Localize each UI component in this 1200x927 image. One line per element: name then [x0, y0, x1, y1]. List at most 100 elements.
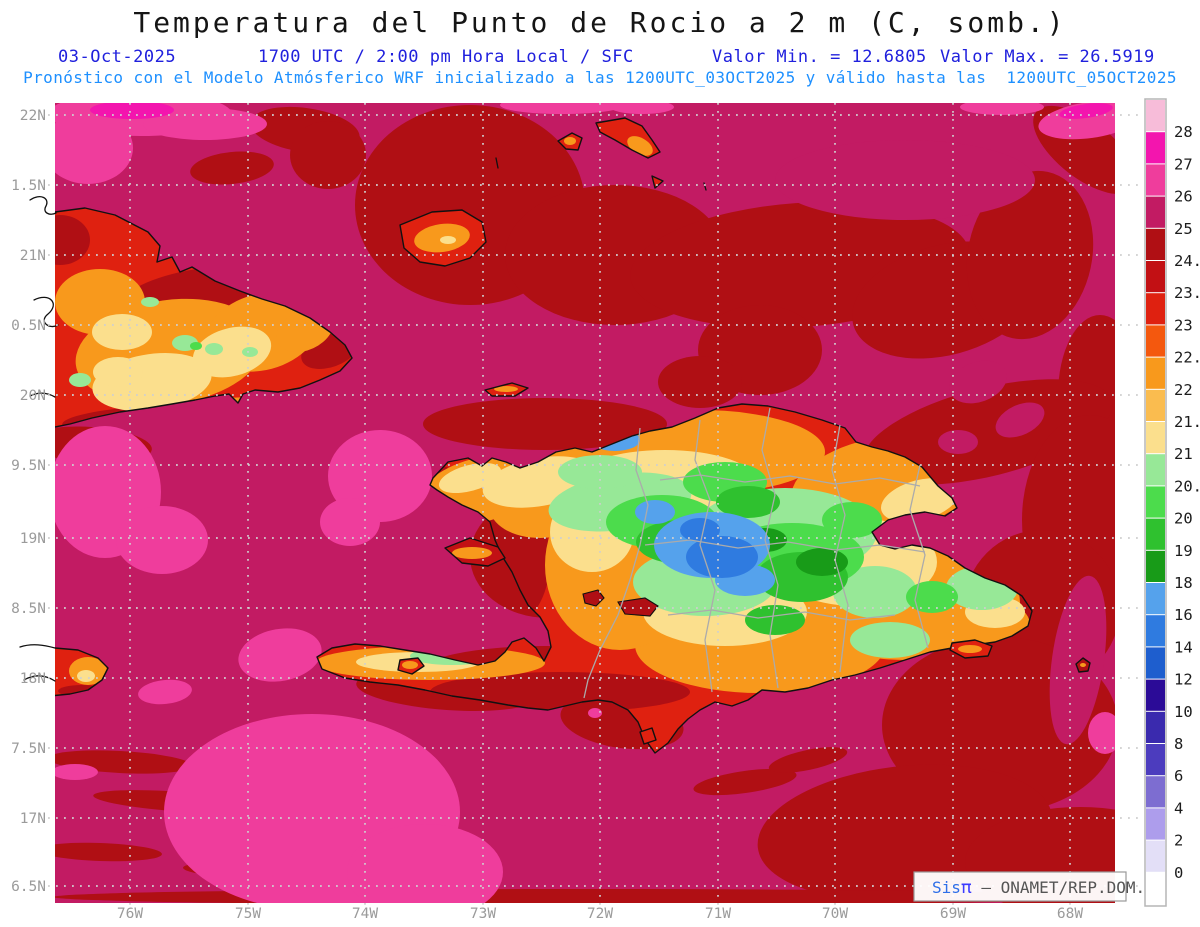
colorbar-label: 28 [1174, 123, 1193, 141]
field-region [680, 518, 720, 542]
colorbar-label: 22 [1174, 381, 1193, 399]
landmass-ile-de-la-gonave [444, 537, 506, 567]
coastline-fragment [23, 675, 56, 682]
coastline-bahamas-hook-island [557, 132, 583, 151]
field-region [693, 768, 797, 796]
coastline-fragment [29, 392, 56, 398]
graticule-layer [48, 103, 1138, 905]
field-region [745, 605, 805, 635]
lat-tick-label: 6.5N [11, 879, 46, 895]
landmass-ile-a-vache [397, 657, 425, 675]
landmass-isla-saona [949, 639, 993, 659]
colorbar-label: 21 [1174, 445, 1193, 463]
field-region [995, 402, 1045, 438]
colorbar-label: 4 [1174, 799, 1183, 817]
lon-tick-label: 75W [235, 906, 261, 922]
colorbar-segment [1146, 100, 1165, 132]
field-region [141, 297, 159, 307]
run-date: 03-Oct-2025 [58, 47, 177, 67]
field-region [347, 824, 503, 903]
colorbar-label: 0 [1174, 864, 1183, 882]
field-region [881, 478, 959, 522]
field-region [242, 347, 258, 357]
colorbar-label: 19 [1174, 542, 1193, 560]
field-region [658, 356, 742, 408]
value-max-label: Valor Max. = 26.5919 [940, 47, 1155, 67]
landmass-isla-mona [1075, 657, 1091, 673]
field-region [686, 536, 758, 578]
lat-tick-label: 19N [20, 531, 46, 547]
field-region [55, 764, 98, 780]
field-region [1080, 663, 1086, 667]
colorbar-segment [1146, 228, 1165, 260]
field-region [77, 670, 95, 682]
province-border-line [761, 407, 779, 689]
colorbar-segment [1146, 132, 1165, 164]
lake-etang-saumatre [582, 589, 605, 607]
province-border-line [909, 464, 929, 649]
colorbar-segment [1146, 744, 1165, 776]
colorbar-label: 23 [1174, 316, 1193, 334]
field-region [958, 645, 982, 653]
field-region [55, 842, 162, 862]
colorbar-segment [1146, 293, 1165, 325]
colorbar-label: 27 [1174, 155, 1193, 173]
colorbar-label: 21.5 [1174, 413, 1200, 431]
landmass-ile-de-la-tortue [484, 382, 529, 397]
colorbar-label: 16 [1174, 606, 1193, 624]
colorbar-label: 24.5 [1174, 252, 1200, 270]
province-border-line [667, 609, 896, 621]
colorbar: 2827262524.523.52322.52221.52120.5201918… [1144, 98, 1200, 907]
field-region [833, 566, 917, 618]
field-region [93, 357, 143, 387]
lat-tick-label: 20N [20, 388, 46, 404]
field-region [116, 506, 208, 574]
field-region [423, 398, 667, 450]
lat-tick-label: 7.5N [11, 741, 46, 757]
attribution-box [913, 871, 1127, 902]
colorbar-label: 12 [1174, 671, 1193, 689]
colorbar-segment [1146, 776, 1165, 808]
map-title: Temperatura del Punto de Rocio a 2 m (C,… [133, 6, 1067, 39]
coast-fragment-layer [19, 157, 707, 682]
colorbar-segment [1146, 840, 1165, 872]
field-region [69, 373, 91, 387]
field-region [822, 502, 882, 538]
field-region [494, 386, 518, 392]
lat-tick-label: 17N [20, 811, 46, 827]
colorbar-label: 23.5 [1174, 284, 1200, 302]
colorbar-segment [1146, 454, 1165, 486]
land-field-ile-a-vache [402, 661, 418, 669]
lon-tick-label: 72W [587, 906, 613, 922]
lon-tick-label: 70W [822, 906, 848, 922]
attribution: Sisπ – ONAMET/REP.DOM. [913, 871, 1145, 902]
field-region [938, 430, 978, 454]
field-region [960, 103, 1044, 115]
colorbar-segment [1146, 261, 1165, 293]
field-region [55, 215, 90, 265]
coastline-jamaica [55, 647, 109, 697]
field-region [138, 679, 192, 705]
field-region [863, 379, 1113, 485]
lat-tick-label: 21N [20, 248, 46, 264]
land-field-ile-de-la-tortue [494, 386, 518, 392]
field-region [143, 108, 267, 140]
field-region [205, 343, 223, 355]
province-border-line [659, 474, 921, 487]
field-region [438, 462, 502, 494]
land-field-isla-saona [958, 645, 982, 653]
lat-tick-label: 18N [20, 671, 46, 687]
land-fill-isla-beata [640, 728, 656, 744]
lake-lago-enriquillo [617, 597, 659, 617]
lon-tick-label: 76W [117, 906, 143, 922]
landmass-bahamas-triangle-island [651, 175, 664, 189]
field-region [500, 103, 624, 114]
field-region [1088, 712, 1115, 754]
colorbar-segment [1146, 357, 1165, 389]
coastline-fragment [29, 196, 57, 215]
lat-tick-label: 9.5N [11, 458, 46, 474]
landmass-bahamas-chain-island [595, 117, 661, 159]
landmass-bahamas-hook-island [557, 132, 583, 151]
